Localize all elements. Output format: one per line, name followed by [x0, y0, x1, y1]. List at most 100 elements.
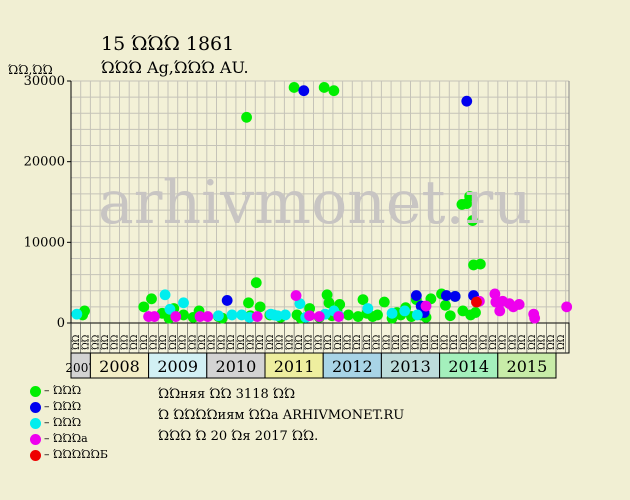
data-point	[386, 307, 398, 319]
data-point	[411, 309, 423, 321]
month-tick-label: ΏΏ	[255, 334, 266, 350]
data-point	[241, 111, 252, 123]
year-label: 2015	[507, 357, 548, 376]
month-tick-label: ΏΏ	[391, 334, 402, 350]
month-tick-label: ΏΏ	[527, 334, 538, 350]
month-tick-label: ΏΏ	[216, 334, 227, 350]
month-tick-label: ΏΏ	[439, 334, 450, 350]
year-band-cell	[264, 352, 324, 379]
month-tick-label: ΏΏ	[536, 334, 547, 350]
info-line-source: Ώ ΏΏΏΏиям ΏΏа ARHIVMONET.RU	[158, 408, 405, 423]
month-tick-label: ΏΏ	[352, 334, 363, 350]
month-tick-label: ΏΏ	[381, 334, 392, 350]
data-point	[226, 309, 238, 321]
month-tick-label: ΏΏ	[342, 334, 353, 350]
data-point	[440, 290, 452, 301]
legend-marker	[30, 402, 41, 413]
data-point	[513, 299, 525, 310]
data-point	[313, 311, 325, 322]
data-point	[420, 300, 432, 312]
data-point	[440, 299, 451, 311]
data-point	[474, 258, 486, 270]
data-point	[378, 296, 390, 308]
year-band-cell	[322, 352, 382, 379]
year-label: 2014	[448, 357, 489, 376]
year-label: 2011	[274, 357, 315, 376]
month-tick-label: ΏΏ	[459, 334, 470, 350]
legend-marker	[30, 450, 41, 461]
y-tick-label: 20000	[24, 155, 65, 170]
legend-label: – ΏΏΏ	[44, 384, 82, 397]
legend-label: – ΏΏΏΏΏБ	[44, 448, 108, 461]
month-tick-label: ΏΏ	[148, 334, 159, 350]
year-label: 2007	[65, 361, 96, 375]
data-point	[149, 311, 160, 322]
month-tick-label: ΏΏ	[90, 334, 101, 350]
y-tick-label: 30000	[24, 74, 65, 89]
data-point	[399, 305, 411, 317]
data-point	[464, 190, 476, 202]
month-tick-label: ΏΏ	[236, 334, 247, 350]
info-line-total: ΏΏняя ΏΏ 3118 ΏΏ	[158, 387, 296, 402]
data-point	[213, 310, 224, 322]
data-point	[298, 85, 310, 97]
month-tick-label: ΏΏ	[546, 334, 557, 350]
month-tick-label: ΏΏ	[304, 334, 315, 350]
info-line-date: ΏΏΏ Ώ 20 Ώя 2017 ΏΏ.	[158, 429, 319, 444]
month-tick-label: ΏΏ	[507, 334, 518, 350]
data-point	[304, 310, 316, 322]
legend-label: – ΏΏΏ	[44, 416, 82, 429]
data-point	[221, 295, 233, 306]
legend-label: – ΏΏΏ	[44, 400, 82, 413]
year-label: 2009	[157, 357, 198, 376]
data-point	[294, 298, 306, 310]
data-point	[529, 312, 541, 324]
month-tick-label: ΏΏ	[168, 334, 179, 350]
legend-marker	[30, 434, 41, 445]
month-tick-label: ΏΏ	[187, 334, 198, 350]
month-tick-label: ΏΏ	[129, 334, 140, 350]
legend-label: – ΏΏΏa	[44, 432, 88, 445]
data-point	[352, 311, 364, 322]
data-point	[244, 311, 255, 323]
year-label: 2013	[390, 357, 431, 376]
y-axis-unit-label: ΏΏ,ΏΏ	[8, 63, 53, 77]
month-tick-label: ΏΏ	[488, 334, 499, 350]
y-tick-label: 10000	[24, 235, 65, 250]
data-point	[444, 310, 456, 322]
year-label: 2010	[216, 357, 257, 376]
year-band-cell	[380, 352, 441, 379]
horizontal-gridlines	[71, 80, 569, 308]
data-point	[321, 289, 333, 301]
data-point	[250, 277, 262, 289]
month-tick-label: ΏΏ	[517, 334, 528, 350]
month-tick-label: ΏΏ	[410, 334, 421, 350]
month-tick-label: ΏΏ	[275, 334, 286, 350]
data-point	[471, 296, 482, 308]
y-tick-labels: 0 10000 20000 30000	[24, 74, 71, 331]
data-point	[333, 311, 345, 322]
data-point	[272, 310, 284, 322]
month-tick-label: ΏΏ	[430, 334, 441, 350]
data-point	[461, 95, 473, 107]
data-point	[467, 215, 478, 226]
month-tick-label: ΏΏ	[207, 334, 218, 350]
data-point	[357, 294, 369, 306]
data-point	[323, 297, 335, 309]
data-point	[178, 297, 189, 309]
month-tick-label: ΏΏ	[478, 334, 489, 350]
data-points	[71, 82, 573, 324]
data-point	[561, 301, 573, 313]
year-band: 2007 2008 2009 2010 2011 2012 2013 2014 2015	[65, 352, 557, 379]
data-point	[470, 307, 481, 318]
month-tick-label: ΏΏ	[100, 334, 111, 350]
plot-area	[71, 81, 569, 323]
data-point	[194, 311, 206, 322]
info-block: ΏΏняя ΏΏ 3118 ΏΏ Ώ ΏΏΏΏиям ΏΏа ARHIVMONE…	[158, 384, 404, 447]
month-tick-label: ΏΏ	[110, 334, 121, 350]
month-tick-label: ΏΏ	[401, 334, 412, 350]
data-point	[159, 289, 171, 301]
year-band-cell	[148, 352, 208, 379]
month-tick-label: ΏΏ	[158, 334, 169, 350]
month-tick-label: ΏΏ	[498, 334, 509, 350]
